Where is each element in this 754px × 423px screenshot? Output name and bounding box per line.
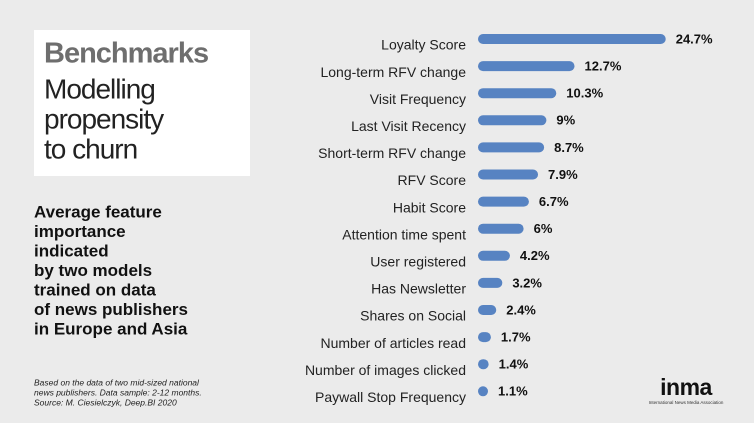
bar <box>478 386 488 397</box>
logo-caption: International News Media Association <box>649 400 724 405</box>
value-label: 2.4% <box>506 302 536 317</box>
category-label: Long-term RFV change <box>320 64 466 80</box>
bar <box>478 359 489 370</box>
value-label: 1.7% <box>501 330 531 345</box>
category-label: User registered <box>370 254 466 270</box>
bar <box>478 169 539 180</box>
description-line: trained on data <box>34 280 156 299</box>
footnote-line: Source: M. Ciesielczyk, Deep.BI 2020 <box>34 397 177 407</box>
value-label: 4.2% <box>520 248 550 263</box>
bar <box>478 305 497 315</box>
description-line: of news publishers <box>34 300 188 319</box>
description-line: in Europe and Asia <box>34 319 188 338</box>
bar <box>478 61 575 72</box>
value-label: 1.4% <box>499 357 529 372</box>
category-label: RFV Score <box>398 172 467 188</box>
category-label: Has Newsletter <box>371 281 466 297</box>
category-label: Number of articles read <box>320 335 466 351</box>
footnote-line: Based on the data of two mid-sized natio… <box>34 377 200 387</box>
bar <box>478 250 510 261</box>
description-line: Average feature <box>34 202 162 221</box>
category-label: Loyalty Score <box>381 37 466 53</box>
description-line: indicated <box>34 241 109 260</box>
bar <box>478 332 491 343</box>
category-label: Paywall Stop Frequency <box>315 389 466 405</box>
title-box <box>34 30 250 176</box>
value-label: 8.7% <box>554 140 584 155</box>
value-label: 12.7% <box>585 59 622 74</box>
subtitle-line: propensity <box>44 103 164 134</box>
chart-title: Benchmarks <box>44 38 208 70</box>
category-label: Habit Score <box>393 199 466 215</box>
value-label: 7.9% <box>548 167 578 182</box>
category-label: Last Visit Recency <box>351 118 466 134</box>
value-label: 9% <box>556 113 575 128</box>
value-label: 6% <box>534 221 553 236</box>
bar <box>478 223 524 234</box>
value-label: 1.1% <box>498 384 528 399</box>
value-label: 3.2% <box>512 275 542 290</box>
description-line: importance <box>34 222 126 241</box>
subtitle-line: to churn <box>44 133 137 164</box>
footnote-line: news publishers. Data sample: 2-12 month… <box>34 387 202 397</box>
category-label: Short-term RFV change <box>318 145 466 161</box>
value-label: 24.7% <box>676 31 713 46</box>
bar <box>478 277 503 288</box>
bar <box>478 115 547 126</box>
bar <box>478 88 557 99</box>
category-label: Number of images clicked <box>305 362 466 378</box>
category-label: Shares on Social <box>360 308 466 324</box>
description-line: by two models <box>34 261 152 280</box>
bar <box>478 142 545 153</box>
category-label: Attention time spent <box>342 226 466 242</box>
value-label: 6.7% <box>539 194 569 209</box>
subtitle-line: Modelling <box>44 73 155 104</box>
value-label: 10.3% <box>566 86 603 101</box>
bar <box>478 196 529 207</box>
logo: inma <box>660 374 712 400</box>
bars: Loyalty Score 24.7% Long-term RFV change 12… <box>305 31 713 405</box>
bar <box>478 34 666 44</box>
category-label: Visit Frequency <box>370 91 466 107</box>
footnote: Based on the data of two mid-sized natio… <box>34 377 202 407</box>
